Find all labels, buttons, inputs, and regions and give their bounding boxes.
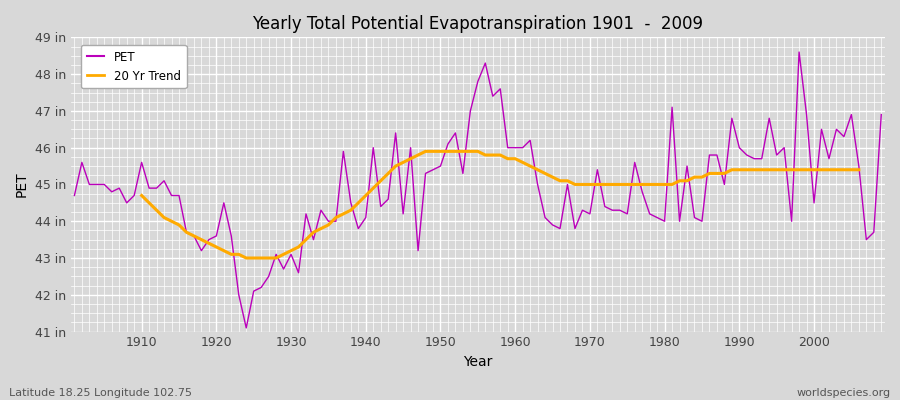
Title: Yearly Total Potential Evapotranspiration 1901  -  2009: Yearly Total Potential Evapotranspiratio…: [252, 15, 703, 33]
Text: Latitude 18.25 Longitude 102.75: Latitude 18.25 Longitude 102.75: [9, 388, 192, 398]
X-axis label: Year: Year: [464, 355, 492, 369]
Legend: PET, 20 Yr Trend: PET, 20 Yr Trend: [81, 45, 186, 88]
Text: worldspecies.org: worldspecies.org: [796, 388, 891, 398]
Y-axis label: PET: PET: [15, 172, 29, 197]
